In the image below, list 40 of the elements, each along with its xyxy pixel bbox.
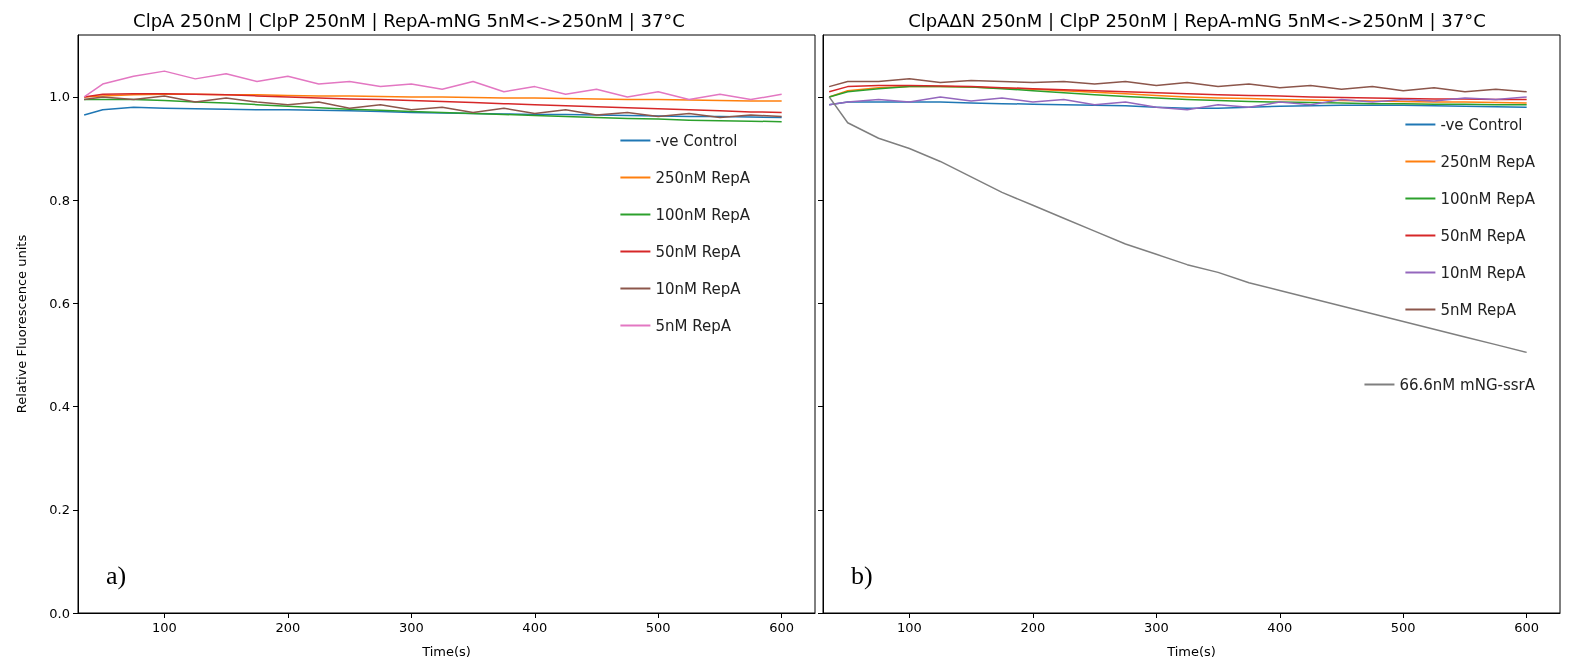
annotation: a)	[106, 560, 127, 590]
line-series	[83, 70, 783, 101]
chart-title: ClpA 250nM | ClpP 250nM | RepA-mNG 5nM<->250nM | 37°C	[133, 9, 685, 31]
y-tick-label: 0.0	[49, 605, 70, 621]
legend-label: 10nM RepA	[655, 279, 742, 298]
line-series	[83, 93, 783, 114]
legend-label: 10nM RepA	[1440, 263, 1527, 282]
x-tick-label: 500	[1390, 620, 1416, 635]
x-axis-title: Time(s)	[421, 644, 471, 659]
x-tick-label: 200	[1020, 620, 1046, 635]
x-tick-label: 200	[275, 620, 301, 635]
x-axis-title: Time(s)	[1166, 644, 1216, 659]
legend-label: 5nM RepA	[1440, 300, 1517, 319]
y-tick-label: 1.0	[49, 89, 70, 105]
legend-label: 66.6nM mNG-ssrA	[1399, 375, 1536, 394]
x-tick-label: 400	[522, 620, 548, 635]
x-tick-label: 600	[1514, 620, 1540, 635]
legend-label: -ve Control	[655, 131, 738, 150]
x-tick-label: 300	[1143, 620, 1169, 635]
chart-title: ClpAΔN 250nM | ClpP 250nM | RepA-mNG 5nM<->250nM | 37°C	[908, 9, 1486, 31]
legend-label: 100nM RepA	[1440, 189, 1536, 208]
y-axis-title: Relative Fluorescence units	[14, 234, 29, 414]
x-tick-label: 100	[152, 620, 177, 635]
x-tick-label: 400	[1267, 620, 1293, 635]
y-tick-label: 0.4	[49, 399, 70, 415]
y-tick-label: 0.2	[49, 502, 70, 518]
x-tick-label: 600	[769, 620, 795, 635]
y-tick-label: 0.8	[49, 192, 70, 208]
legend-label: 50nM RepA	[655, 242, 742, 261]
legend-label: 5nM RepA	[655, 316, 732, 335]
y-tick-label: 0.6	[49, 295, 70, 311]
legend-label: 250nM RepA	[655, 168, 751, 187]
legend-label: 50nM RepA	[1440, 226, 1527, 245]
legend-label: -ve Control	[1440, 115, 1523, 134]
x-tick-label: 300	[398, 620, 424, 635]
legend-label: 250nM RepA	[1440, 152, 1536, 171]
annotation: b)	[851, 560, 873, 590]
legend-label: 100nM RepA	[655, 205, 751, 224]
x-tick-label: 500	[645, 620, 671, 635]
x-tick-label: 100	[897, 620, 922, 635]
